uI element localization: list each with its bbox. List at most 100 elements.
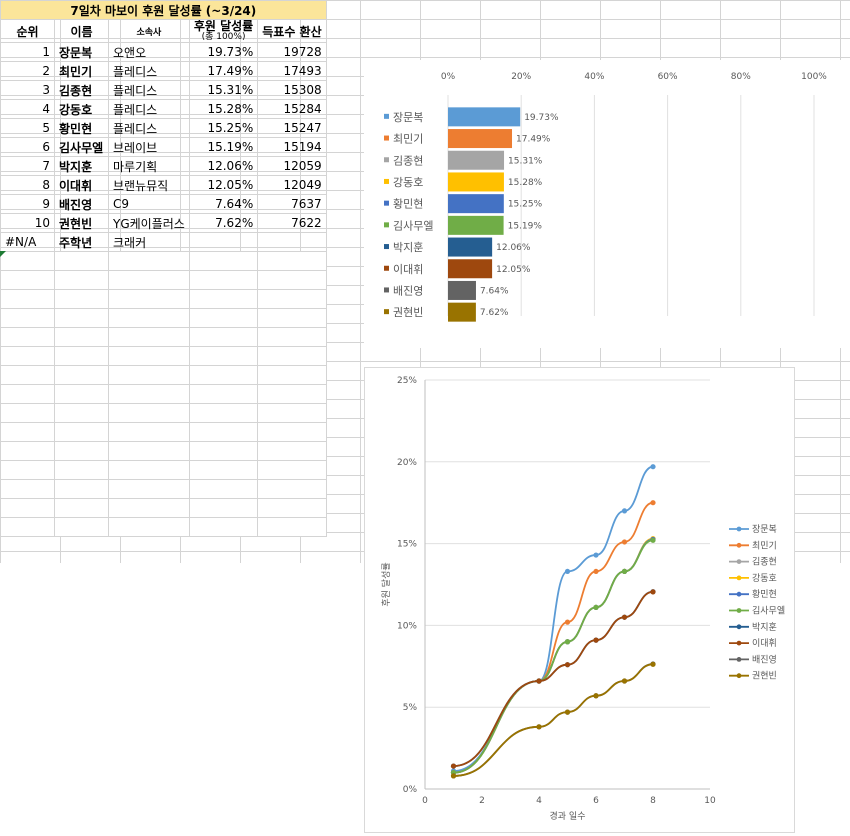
- cell-rank[interactable]: 2: [0, 61, 55, 81]
- empty-cell[interactable]: [0, 479, 55, 499]
- empty-cell[interactable]: [0, 498, 55, 518]
- cell-rate[interactable]: 15.31%: [188, 80, 259, 100]
- empty-cell[interactable]: [257, 441, 327, 461]
- empty-cell[interactable]: [54, 422, 109, 442]
- cell-agency[interactable]: 오앤오: [108, 42, 190, 62]
- empty-cell[interactable]: [108, 308, 190, 328]
- cell-votes[interactable]: 15194: [257, 137, 327, 157]
- empty-cell[interactable]: [54, 498, 109, 518]
- cell-agency[interactable]: 플레디스: [108, 80, 190, 100]
- cell-rank[interactable]: 5: [0, 118, 55, 138]
- empty-cell[interactable]: [54, 327, 109, 347]
- empty-cell[interactable]: [188, 308, 259, 328]
- empty-cell[interactable]: [188, 384, 259, 404]
- empty-cell[interactable]: [108, 403, 190, 423]
- empty-cell[interactable]: [188, 289, 259, 309]
- empty-cell[interactable]: [108, 346, 190, 366]
- empty-cell[interactable]: [257, 365, 327, 385]
- cell-name[interactable]: 강동호: [54, 99, 109, 119]
- cell-votes[interactable]: 7622: [257, 213, 327, 233]
- cell-rate[interactable]: 7.62%: [188, 213, 259, 233]
- empty-cell[interactable]: [0, 517, 55, 537]
- cell-name[interactable]: 주학년: [54, 232, 109, 252]
- empty-cell[interactable]: [108, 289, 190, 309]
- cell-agency[interactable]: 플레디스: [108, 61, 190, 81]
- cell-rank[interactable]: 4: [0, 99, 55, 119]
- cell-rate[interactable]: 19.73%: [188, 42, 259, 62]
- cell-name[interactable]: 장문복: [54, 42, 109, 62]
- empty-cell[interactable]: [188, 479, 259, 499]
- header-votes[interactable]: 득표수 환산: [257, 19, 327, 43]
- empty-cell[interactable]: [0, 441, 55, 461]
- empty-cell[interactable]: [188, 403, 259, 423]
- empty-cell[interactable]: [108, 422, 190, 442]
- empty-cell[interactable]: [54, 251, 109, 271]
- empty-cell[interactable]: [188, 346, 259, 366]
- empty-cell[interactable]: [54, 384, 109, 404]
- empty-cell[interactable]: [257, 517, 327, 537]
- bar-chart[interactable]: 0% 20% 40% 60% 80% 100% 19.73% 장문복 17.49% 최민기 15.3…: [364, 60, 850, 348]
- empty-cell[interactable]: [188, 327, 259, 347]
- cell-name[interactable]: 이대휘: [54, 175, 109, 195]
- empty-cell[interactable]: [257, 251, 327, 271]
- empty-cell[interactable]: [188, 460, 259, 480]
- cell-votes[interactable]: 15247: [257, 118, 327, 138]
- empty-cell[interactable]: [0, 327, 55, 347]
- cell-agency[interactable]: YG케이플러스: [108, 213, 190, 233]
- empty-cell[interactable]: [0, 403, 55, 423]
- empty-cell[interactable]: [0, 365, 55, 385]
- empty-cell[interactable]: [257, 422, 327, 442]
- cell-name[interactable]: 권현빈: [54, 213, 109, 233]
- cell-agency[interactable]: 마루기획: [108, 156, 190, 176]
- empty-cell[interactable]: [108, 479, 190, 499]
- cell-votes[interactable]: [257, 232, 327, 252]
- sheet-title[interactable]: 7일차 마보이 후원 달성률 (~3/24): [0, 0, 327, 20]
- empty-cell[interactable]: [257, 479, 327, 499]
- empty-cell[interactable]: [0, 251, 55, 271]
- cell-rank[interactable]: 8: [0, 175, 55, 195]
- empty-cell[interactable]: [54, 308, 109, 328]
- cell-rank[interactable]: 7: [0, 156, 55, 176]
- cell-agency[interactable]: 플레디스: [108, 99, 190, 119]
- cell-agency[interactable]: 브레이브: [108, 137, 190, 157]
- empty-cell[interactable]: [257, 498, 327, 518]
- cell-rate[interactable]: 15.25%: [188, 118, 259, 138]
- empty-cell[interactable]: [108, 327, 190, 347]
- cell-name[interactable]: 최민기: [54, 61, 109, 81]
- empty-cell[interactable]: [108, 441, 190, 461]
- empty-cell[interactable]: [54, 289, 109, 309]
- empty-cell[interactable]: [54, 346, 109, 366]
- empty-cell[interactable]: [54, 517, 109, 537]
- cell-rate[interactable]: 15.19%: [188, 137, 259, 157]
- cell-rank[interactable]: #N/A: [0, 232, 55, 252]
- cell-rate[interactable]: [188, 232, 259, 252]
- cell-name[interactable]: 배진영: [54, 194, 109, 214]
- cell-rate[interactable]: 15.28%: [188, 99, 259, 119]
- empty-cell[interactable]: [0, 460, 55, 480]
- cell-rate[interactable]: 12.06%: [188, 156, 259, 176]
- cell-rank[interactable]: 9: [0, 194, 55, 214]
- empty-cell[interactable]: [54, 270, 109, 290]
- cell-rate[interactable]: 12.05%: [188, 175, 259, 195]
- empty-cell[interactable]: [257, 403, 327, 423]
- cell-votes[interactable]: 15308: [257, 80, 327, 100]
- cell-votes[interactable]: 15284: [257, 99, 327, 119]
- cell-name[interactable]: 박지훈: [54, 156, 109, 176]
- cell-agency[interactable]: C9: [108, 194, 190, 214]
- cell-votes[interactable]: 7637: [257, 194, 327, 214]
- empty-cell[interactable]: [108, 460, 190, 480]
- empty-cell[interactable]: [54, 460, 109, 480]
- cell-agency[interactable]: 플레디스: [108, 118, 190, 138]
- empty-cell[interactable]: [0, 289, 55, 309]
- cell-name[interactable]: 김종현: [54, 80, 109, 100]
- empty-cell[interactable]: [188, 422, 259, 442]
- empty-cell[interactable]: [108, 498, 190, 518]
- header-name[interactable]: 이름: [54, 19, 109, 43]
- empty-cell[interactable]: [0, 346, 55, 366]
- empty-cell[interactable]: [257, 327, 327, 347]
- empty-cell[interactable]: [188, 498, 259, 518]
- header-agency[interactable]: 소속사: [108, 19, 190, 43]
- empty-cell[interactable]: [54, 365, 109, 385]
- cell-rank[interactable]: 1: [0, 42, 55, 62]
- empty-cell[interactable]: [188, 517, 259, 537]
